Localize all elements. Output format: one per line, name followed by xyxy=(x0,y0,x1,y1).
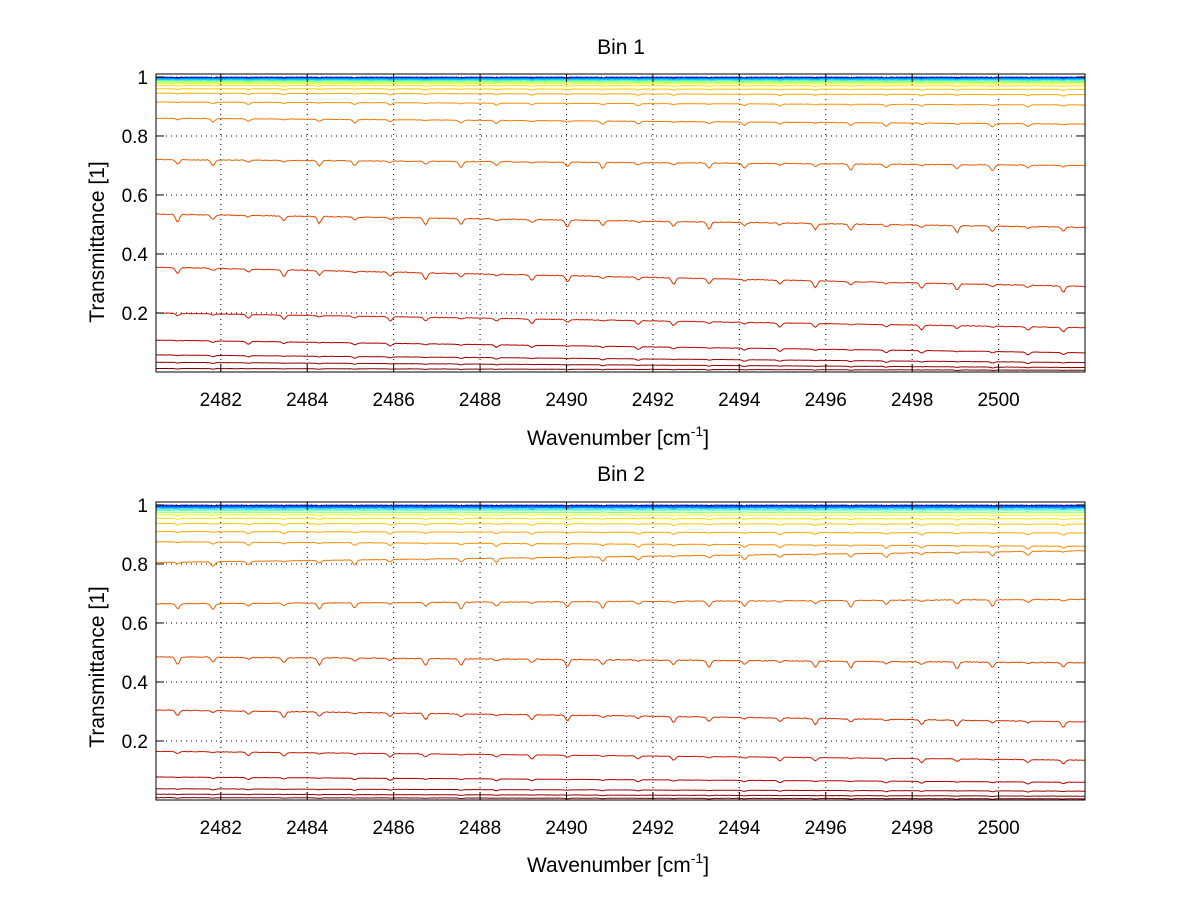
y-tick-label: 1 xyxy=(137,68,148,89)
series-line-9 xyxy=(156,84,1085,88)
series-line-17 xyxy=(155,312,1086,333)
chart-title: Bin 2 xyxy=(597,463,645,486)
series-line-12 xyxy=(155,101,1086,108)
x-tick-label: 2486 xyxy=(373,818,415,839)
x-tick-label: 2498 xyxy=(891,818,933,839)
x-tick-label: 2500 xyxy=(977,818,1019,839)
x-tick-label: 2490 xyxy=(545,390,587,411)
series-line-8 xyxy=(156,514,1085,517)
y-tick-label: 0.6 xyxy=(122,614,148,635)
series-line-9 xyxy=(155,517,1085,521)
panel-bin-1: Bin 1 2482 2484 2486 2488 2490 2492 2494 2496 24… xyxy=(86,36,1086,450)
x-tick-label: 2492 xyxy=(632,390,674,411)
series-line-20 xyxy=(156,361,1086,369)
x-axis-label: Wavenumber [cm-1] xyxy=(527,423,709,450)
series-line-13 xyxy=(155,117,1086,128)
series-line-11 xyxy=(155,92,1085,97)
series-line-12 xyxy=(155,541,1086,550)
x-tick-label: 2494 xyxy=(718,390,761,411)
y-tick-label: 0.8 xyxy=(122,127,148,148)
series-line-10 xyxy=(155,88,1085,92)
series-line-8 xyxy=(156,82,1085,85)
series-line-4 xyxy=(155,78,1086,81)
y-tick-label: 0.2 xyxy=(122,732,148,753)
series-line-5 xyxy=(156,508,1085,511)
series-line-3 xyxy=(155,506,1086,509)
series-line-19 xyxy=(155,354,1086,365)
chart-title: Bin 1 xyxy=(597,36,645,59)
series-line-2 xyxy=(156,505,1086,508)
series-line-10 xyxy=(155,522,1085,527)
series-line-18 xyxy=(155,776,1086,785)
series-line-7 xyxy=(155,81,1086,84)
series-line-6 xyxy=(155,509,1085,512)
y-axis-label: Transmittance [1] xyxy=(86,586,109,747)
x-tick-label: 2484 xyxy=(286,390,329,411)
series-line-17 xyxy=(156,750,1086,765)
x-tick-label: 2496 xyxy=(805,390,847,411)
y-tick-label: 0.8 xyxy=(122,555,148,576)
x-tick-label: 2498 xyxy=(891,390,933,411)
x-tick-label: 2488 xyxy=(459,818,501,839)
y-tick-label: 0.4 xyxy=(122,245,149,266)
x-tick-label: 2484 xyxy=(286,818,329,839)
x-tick-label: 2490 xyxy=(545,818,587,839)
x-tick-label: 2492 xyxy=(632,818,674,839)
x-axis-label: Wavenumber [cm-1] xyxy=(527,850,709,877)
x-tick-label: 2486 xyxy=(373,390,415,411)
x-tick-label: 2482 xyxy=(200,390,242,411)
series-line-20 xyxy=(156,793,1086,797)
series-line-15 xyxy=(155,656,1086,670)
series-line-16 xyxy=(155,709,1086,728)
series-line-1 xyxy=(155,76,1086,79)
y-axis-label: Transmittance [1] xyxy=(86,161,109,322)
series-line-6 xyxy=(156,80,1086,83)
x-tick-label: 2494 xyxy=(718,818,761,839)
series-line-1 xyxy=(155,504,1086,507)
series-line-16 xyxy=(155,266,1086,293)
y-tick-label: 0.4 xyxy=(122,673,149,694)
series-line-21 xyxy=(155,796,1086,800)
x-tick-label: 2496 xyxy=(805,818,847,839)
x-tick-label: 2500 xyxy=(977,390,1019,411)
y-tick-label: 0.6 xyxy=(122,186,148,207)
series-line-14 xyxy=(155,158,1086,171)
x-tick-label: 2488 xyxy=(459,390,501,411)
series-line-13 xyxy=(155,549,1086,567)
series-line-4 xyxy=(155,507,1086,510)
series-line-14 xyxy=(155,598,1086,611)
x-tick-label: 2482 xyxy=(200,818,242,839)
series-line-21 xyxy=(155,367,1086,372)
series-line-15 xyxy=(155,213,1086,234)
series-line-18 xyxy=(155,339,1086,356)
axes-box xyxy=(155,73,1086,373)
series-line-7 xyxy=(155,511,1085,514)
series-line-2 xyxy=(155,77,1086,80)
axes-box xyxy=(155,501,1086,801)
panel-bin-2: Bin 2 2482 2484 2486 2488 2490 2492 2494 2496 24… xyxy=(86,463,1086,877)
series-line-19 xyxy=(155,788,1086,793)
series-line-5 xyxy=(156,79,1086,82)
series-line-11 xyxy=(156,530,1085,536)
y-tick-label: 0.2 xyxy=(122,304,148,325)
y-tick-label: 1 xyxy=(137,496,148,517)
